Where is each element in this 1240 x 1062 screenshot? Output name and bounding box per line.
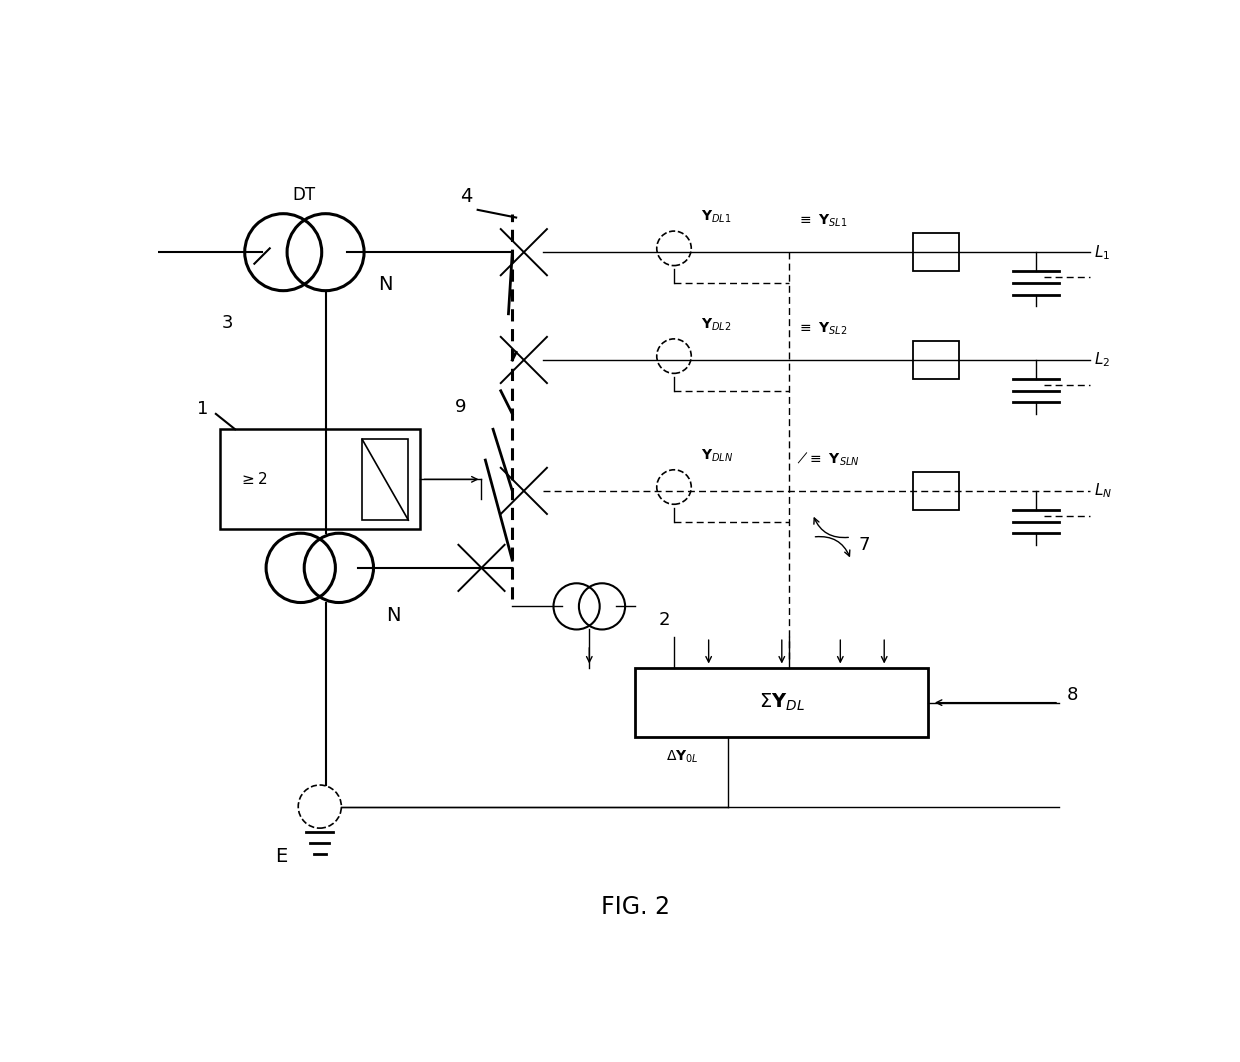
Text: 8: 8 (1066, 686, 1078, 704)
Bar (913, 233, 959, 272)
Text: $\not\equiv\ \mathbf{Y}_{SLN}$: $\not\equiv\ \mathbf{Y}_{SLN}$ (797, 450, 859, 467)
Text: $\Delta\mathbf{Y}_{0L}$: $\Delta\mathbf{Y}_{0L}$ (666, 749, 699, 766)
Text: N: N (378, 275, 393, 294)
Text: 3: 3 (222, 313, 233, 331)
Bar (362, 440, 408, 520)
Text: $L_N$: $L_N$ (1094, 481, 1112, 500)
Text: 4: 4 (460, 187, 472, 206)
Text: $\Sigma\mathbf{Y}_{DL}$: $\Sigma\mathbf{Y}_{DL}$ (759, 692, 805, 714)
Text: E: E (275, 847, 288, 867)
Text: DT: DT (293, 187, 316, 205)
Text: $\equiv\ \mathbf{Y}_{SL2}$: $\equiv\ \mathbf{Y}_{SL2}$ (797, 321, 848, 337)
Text: $L_2$: $L_2$ (1094, 350, 1110, 370)
Text: $\mathbf{Y}_{DLN}$: $\mathbf{Y}_{DLN}$ (701, 447, 733, 464)
Text: FIG. 2: FIG. 2 (601, 894, 670, 919)
Text: 7: 7 (859, 536, 870, 553)
Text: $\mathbf{Y}_{DL1}$: $\mathbf{Y}_{DL1}$ (701, 209, 732, 225)
Text: 2: 2 (658, 612, 670, 630)
Text: $L_1$: $L_1$ (1094, 243, 1110, 261)
Text: 9: 9 (455, 398, 466, 416)
Bar (219, 429, 420, 529)
Bar (635, 668, 928, 737)
Bar (913, 472, 959, 510)
Text: 1: 1 (197, 399, 208, 417)
Text: $\equiv\ \mathbf{Y}_{SL1}$: $\equiv\ \mathbf{Y}_{SL1}$ (797, 212, 848, 229)
Text: $\geq 2$: $\geq 2$ (239, 472, 268, 487)
Text: N: N (386, 606, 401, 626)
Text: $\mathbf{Y}_{DL2}$: $\mathbf{Y}_{DL2}$ (701, 316, 732, 333)
Bar (913, 341, 959, 379)
